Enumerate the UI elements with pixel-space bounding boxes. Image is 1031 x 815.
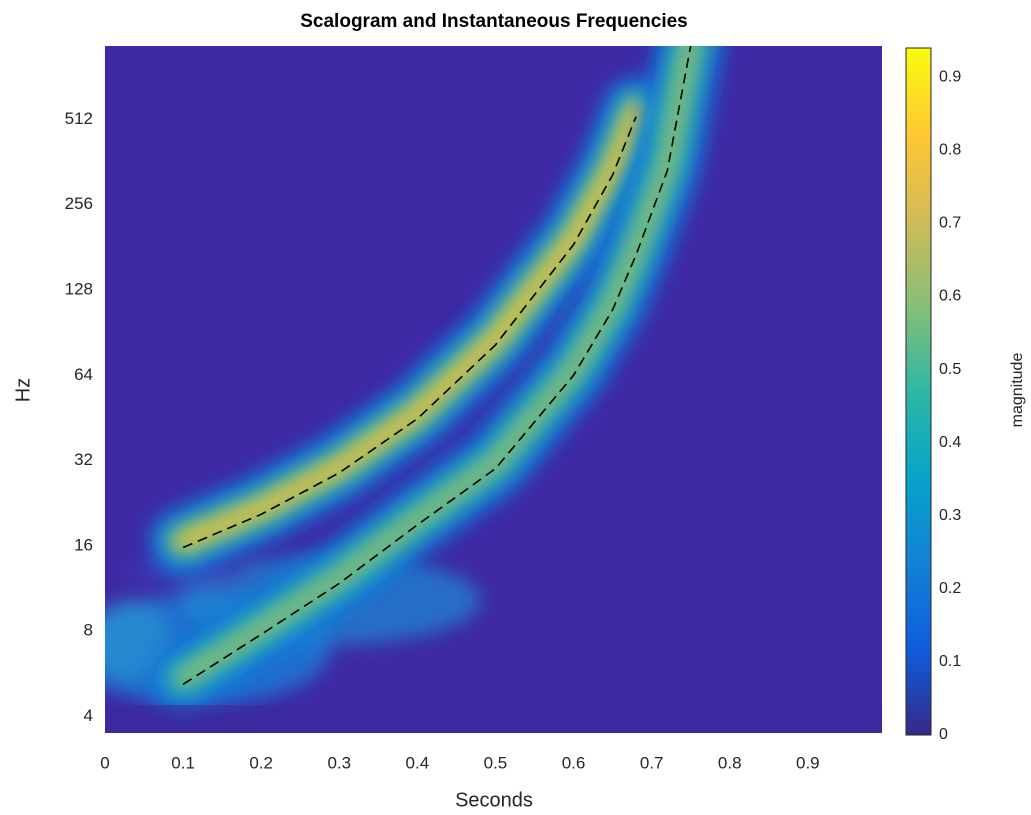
colorbar-tick-label: 0.8 bbox=[939, 142, 961, 159]
colorbar-tick-label: 0 bbox=[939, 726, 948, 743]
x-tick-label: 0.2 bbox=[249, 753, 273, 772]
x-tick-label: 0.3 bbox=[327, 753, 351, 772]
colorbar-tick-label: 0.7 bbox=[939, 215, 961, 232]
scalogram-ridge bbox=[178, 46, 695, 684]
instantaneous-frequency bbox=[182, 116, 637, 549]
y-tick-label: 32 bbox=[74, 450, 93, 469]
x-tick-label: 0.4 bbox=[406, 753, 430, 772]
x-tick-label: 0.6 bbox=[562, 753, 586, 772]
y-tick-label: 4 bbox=[84, 706, 93, 725]
colorbar bbox=[905, 47, 932, 736]
colorbar-tick-label: 0.6 bbox=[939, 288, 961, 305]
x-tick-label: 0.8 bbox=[718, 753, 742, 772]
x-tick-label: 0.9 bbox=[796, 753, 820, 772]
colorbar-tick-label: 0.5 bbox=[939, 361, 961, 378]
x-tick-label: 0 bbox=[100, 753, 109, 772]
colorbar-tick-label: 0.2 bbox=[939, 580, 961, 597]
scalogram-ridge bbox=[176, 103, 643, 549]
y-tick-label: 256 bbox=[65, 194, 93, 213]
x-tick-label: 0.7 bbox=[640, 753, 664, 772]
y-tick-label: 512 bbox=[65, 109, 93, 128]
y-tick-label: 128 bbox=[65, 280, 93, 299]
colorbar-label: magnitude bbox=[1009, 353, 1026, 428]
colorbar-tick-label: 0.9 bbox=[939, 68, 961, 85]
y-axis-label: Hz bbox=[12, 378, 34, 402]
colorbar-tick-label: 0.1 bbox=[939, 653, 961, 670]
chart-title: Scalogram and Instantaneous Frequencies bbox=[300, 11, 688, 32]
ridges bbox=[148, 46, 726, 714]
colorbar-tick-label: 0.4 bbox=[939, 434, 961, 451]
y-tick-label: 16 bbox=[74, 535, 93, 554]
instantaneous-frequency bbox=[182, 45, 692, 685]
scalogram-edge bbox=[105, 705, 882, 733]
y-tick-label: 64 bbox=[74, 365, 93, 384]
x-tick-label: 0.5 bbox=[484, 753, 508, 772]
colorbar-tick-label: 0.3 bbox=[939, 507, 961, 524]
y-tick-label: 8 bbox=[84, 621, 93, 640]
scalogram bbox=[105, 46, 882, 733]
x-tick-label: 0.1 bbox=[171, 753, 195, 772]
x-axis-label: Seconds bbox=[455, 789, 533, 811]
